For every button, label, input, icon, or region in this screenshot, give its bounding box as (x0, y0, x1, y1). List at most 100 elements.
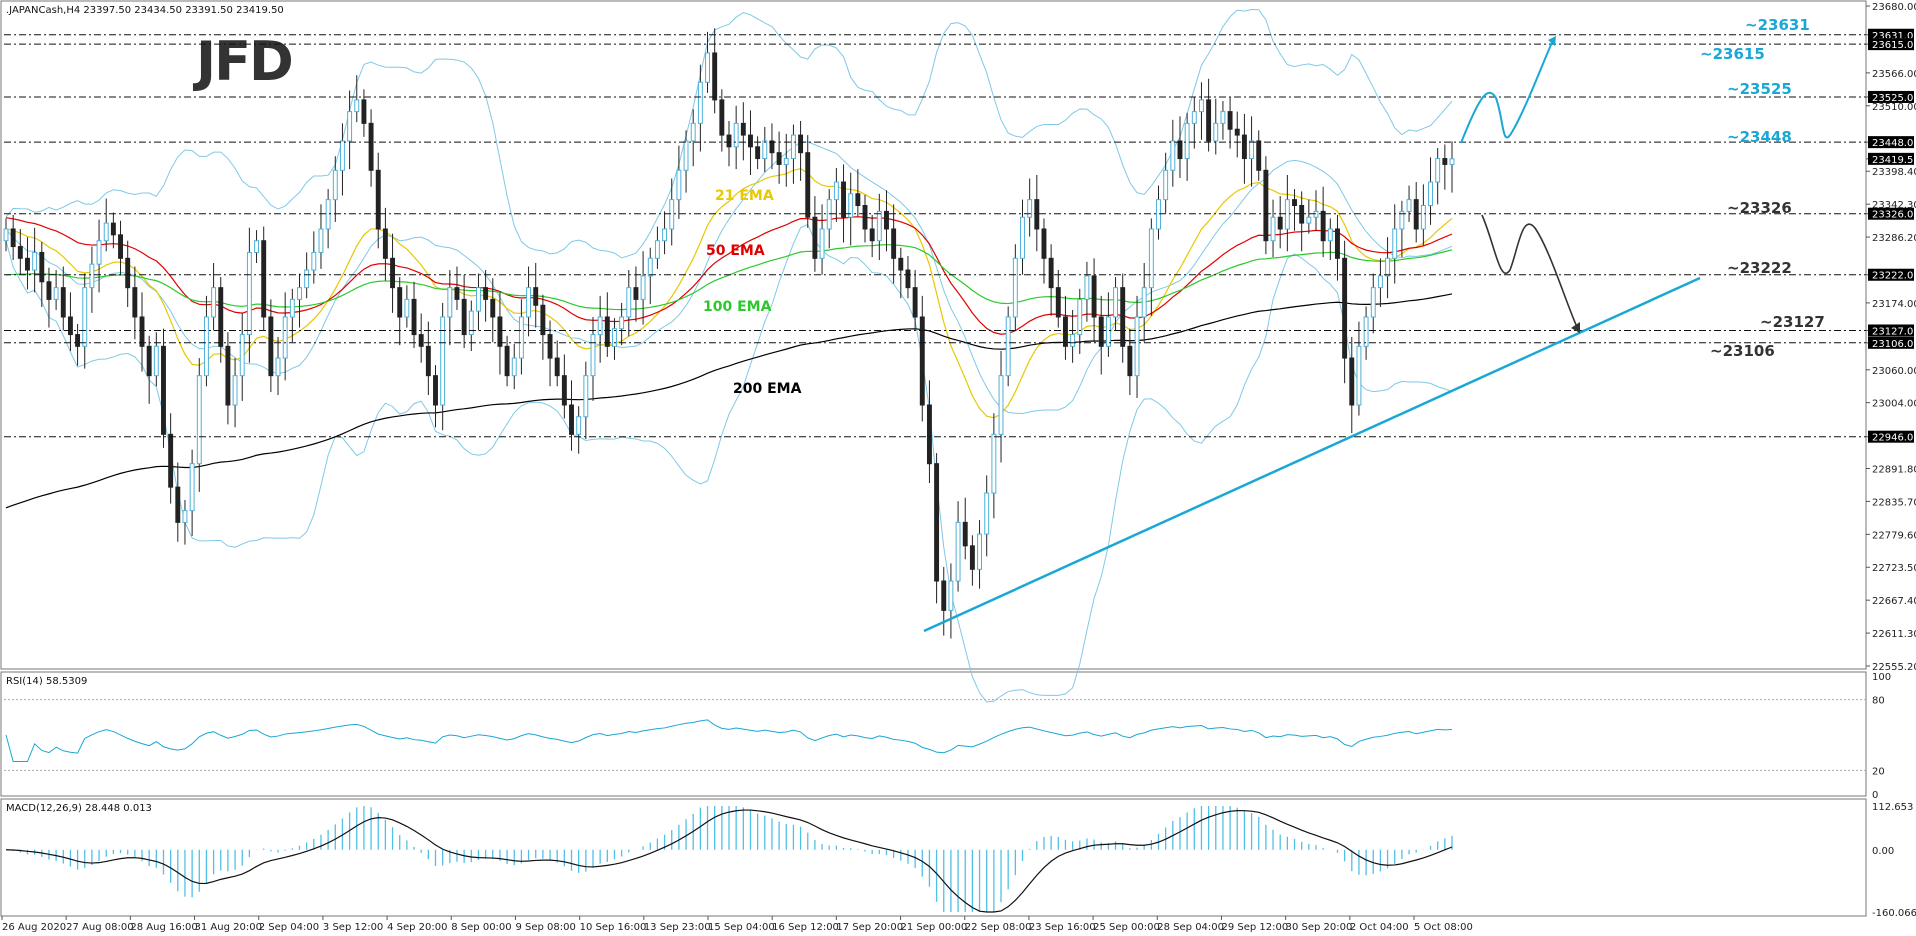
candle-body (361, 99, 367, 124)
candle-body (683, 140, 689, 171)
candle-body (755, 146, 761, 160)
candle-body (561, 375, 567, 406)
candle-body (1184, 122, 1190, 160)
bollinger-upper (5, 9, 1453, 259)
candle-body (626, 287, 632, 318)
candle-body (1227, 111, 1233, 130)
y-tick-label: 23286.20 (1872, 233, 1916, 244)
candle-body (690, 122, 696, 142)
candle-body (1385, 257, 1391, 277)
y-tick-highlight (1868, 152, 1914, 165)
candle-body (1349, 357, 1355, 406)
candle-body (1048, 257, 1054, 289)
candle-body (468, 310, 474, 336)
candle-body (705, 52, 710, 83)
candle-body (60, 287, 66, 318)
candle-body (53, 287, 59, 300)
candle-body (1127, 345, 1133, 377)
y-tick-label: 23631.00 (1872, 31, 1916, 42)
candle-body (1070, 334, 1076, 347)
candle-body (1241, 134, 1247, 160)
candle-body (168, 433, 174, 488)
x-tick-label: 9 Sep 08:00 (515, 922, 575, 933)
candle-body (39, 251, 45, 283)
candle-body (189, 463, 195, 512)
candle-body (318, 228, 324, 253)
candle-body (640, 275, 646, 300)
candle-body (719, 99, 725, 136)
candle-body (1206, 99, 1212, 142)
candle-body (912, 287, 918, 318)
candle-body (1342, 257, 1348, 359)
candle-body (726, 134, 732, 148)
level-label: ~23222 (1727, 259, 1792, 277)
candle-body (1005, 316, 1011, 377)
200-ema-line (5, 293, 1453, 509)
candle-body (110, 222, 116, 236)
x-tick-label: 17 Sep 20:00 (836, 922, 903, 933)
x-tick-label: 21 Sep 00:00 (901, 922, 968, 933)
candle-body (547, 334, 553, 359)
candle-body (633, 287, 639, 300)
macd-tick-label: -160.066 (1872, 908, 1916, 919)
y-tick-label: 23004.00 (1872, 399, 1916, 410)
level-label: ~23326 (1727, 199, 1792, 217)
candle-body (554, 357, 560, 377)
candle-body (275, 357, 281, 377)
ema-series-label: 21 EMA (715, 188, 774, 204)
candle-body (1299, 205, 1305, 224)
candle-body (1113, 287, 1119, 318)
level-label: ~23448 (1727, 128, 1792, 146)
y-tick-label: 23106.00 (1872, 339, 1916, 350)
candle-body (676, 169, 682, 201)
candle-body (1256, 140, 1262, 171)
y-tick-label: 23566.00 (1872, 69, 1916, 80)
candle-body (246, 251, 252, 336)
candle-body (382, 228, 388, 259)
candle-body (103, 222, 109, 242)
y-tick-label: 23060.00 (1872, 366, 1916, 377)
candle-body (1191, 111, 1197, 124)
x-tick-label: 31 Aug 20:00 (195, 922, 262, 933)
price-panel-frame (0, 0, 1867, 670)
candle-body (934, 463, 940, 582)
candle-body (1055, 287, 1061, 318)
candle-body (254, 240, 260, 253)
candle-body (289, 298, 295, 318)
candle-body (604, 316, 610, 347)
candle-body (733, 122, 739, 148)
candle-body (748, 134, 753, 148)
candle-body (397, 287, 403, 318)
candle-body (654, 240, 660, 259)
y-tick-label: 23398.40 (1872, 167, 1916, 178)
rsi-tick-label: 0 (1872, 790, 1878, 801)
candle-body (783, 158, 789, 165)
candle-body (125, 257, 131, 289)
candle-body (1292, 199, 1297, 207)
y-tick-label: 22667.40 (1872, 596, 1916, 607)
candle-body (1428, 181, 1433, 207)
ema-series-label: 200 EMA (733, 381, 802, 397)
candle-body (490, 298, 496, 318)
ema-series-label: 50 EMA (706, 243, 765, 259)
candle-body (662, 228, 668, 242)
candle-body (619, 316, 625, 330)
candle-body (1220, 111, 1226, 124)
candle-body (569, 404, 574, 435)
candle-body (884, 210, 889, 230)
y-tick-label: 23222.00 (1872, 271, 1916, 282)
candle-body (475, 287, 481, 312)
x-tick-label: 16 Sep 12:00 (772, 922, 839, 933)
candle-body (304, 269, 310, 289)
candle-body (1335, 228, 1340, 259)
ema-series-label: 100 EMA (703, 299, 772, 315)
candle-body (1156, 199, 1161, 230)
x-tick-label: 4 Sep 20:00 (387, 922, 447, 933)
candle-body (89, 263, 95, 289)
candle-body (225, 345, 231, 406)
candle-body (955, 521, 961, 582)
macd-signal-line (5, 809, 1453, 913)
candle-body (790, 134, 796, 160)
candle-body (1420, 205, 1426, 230)
